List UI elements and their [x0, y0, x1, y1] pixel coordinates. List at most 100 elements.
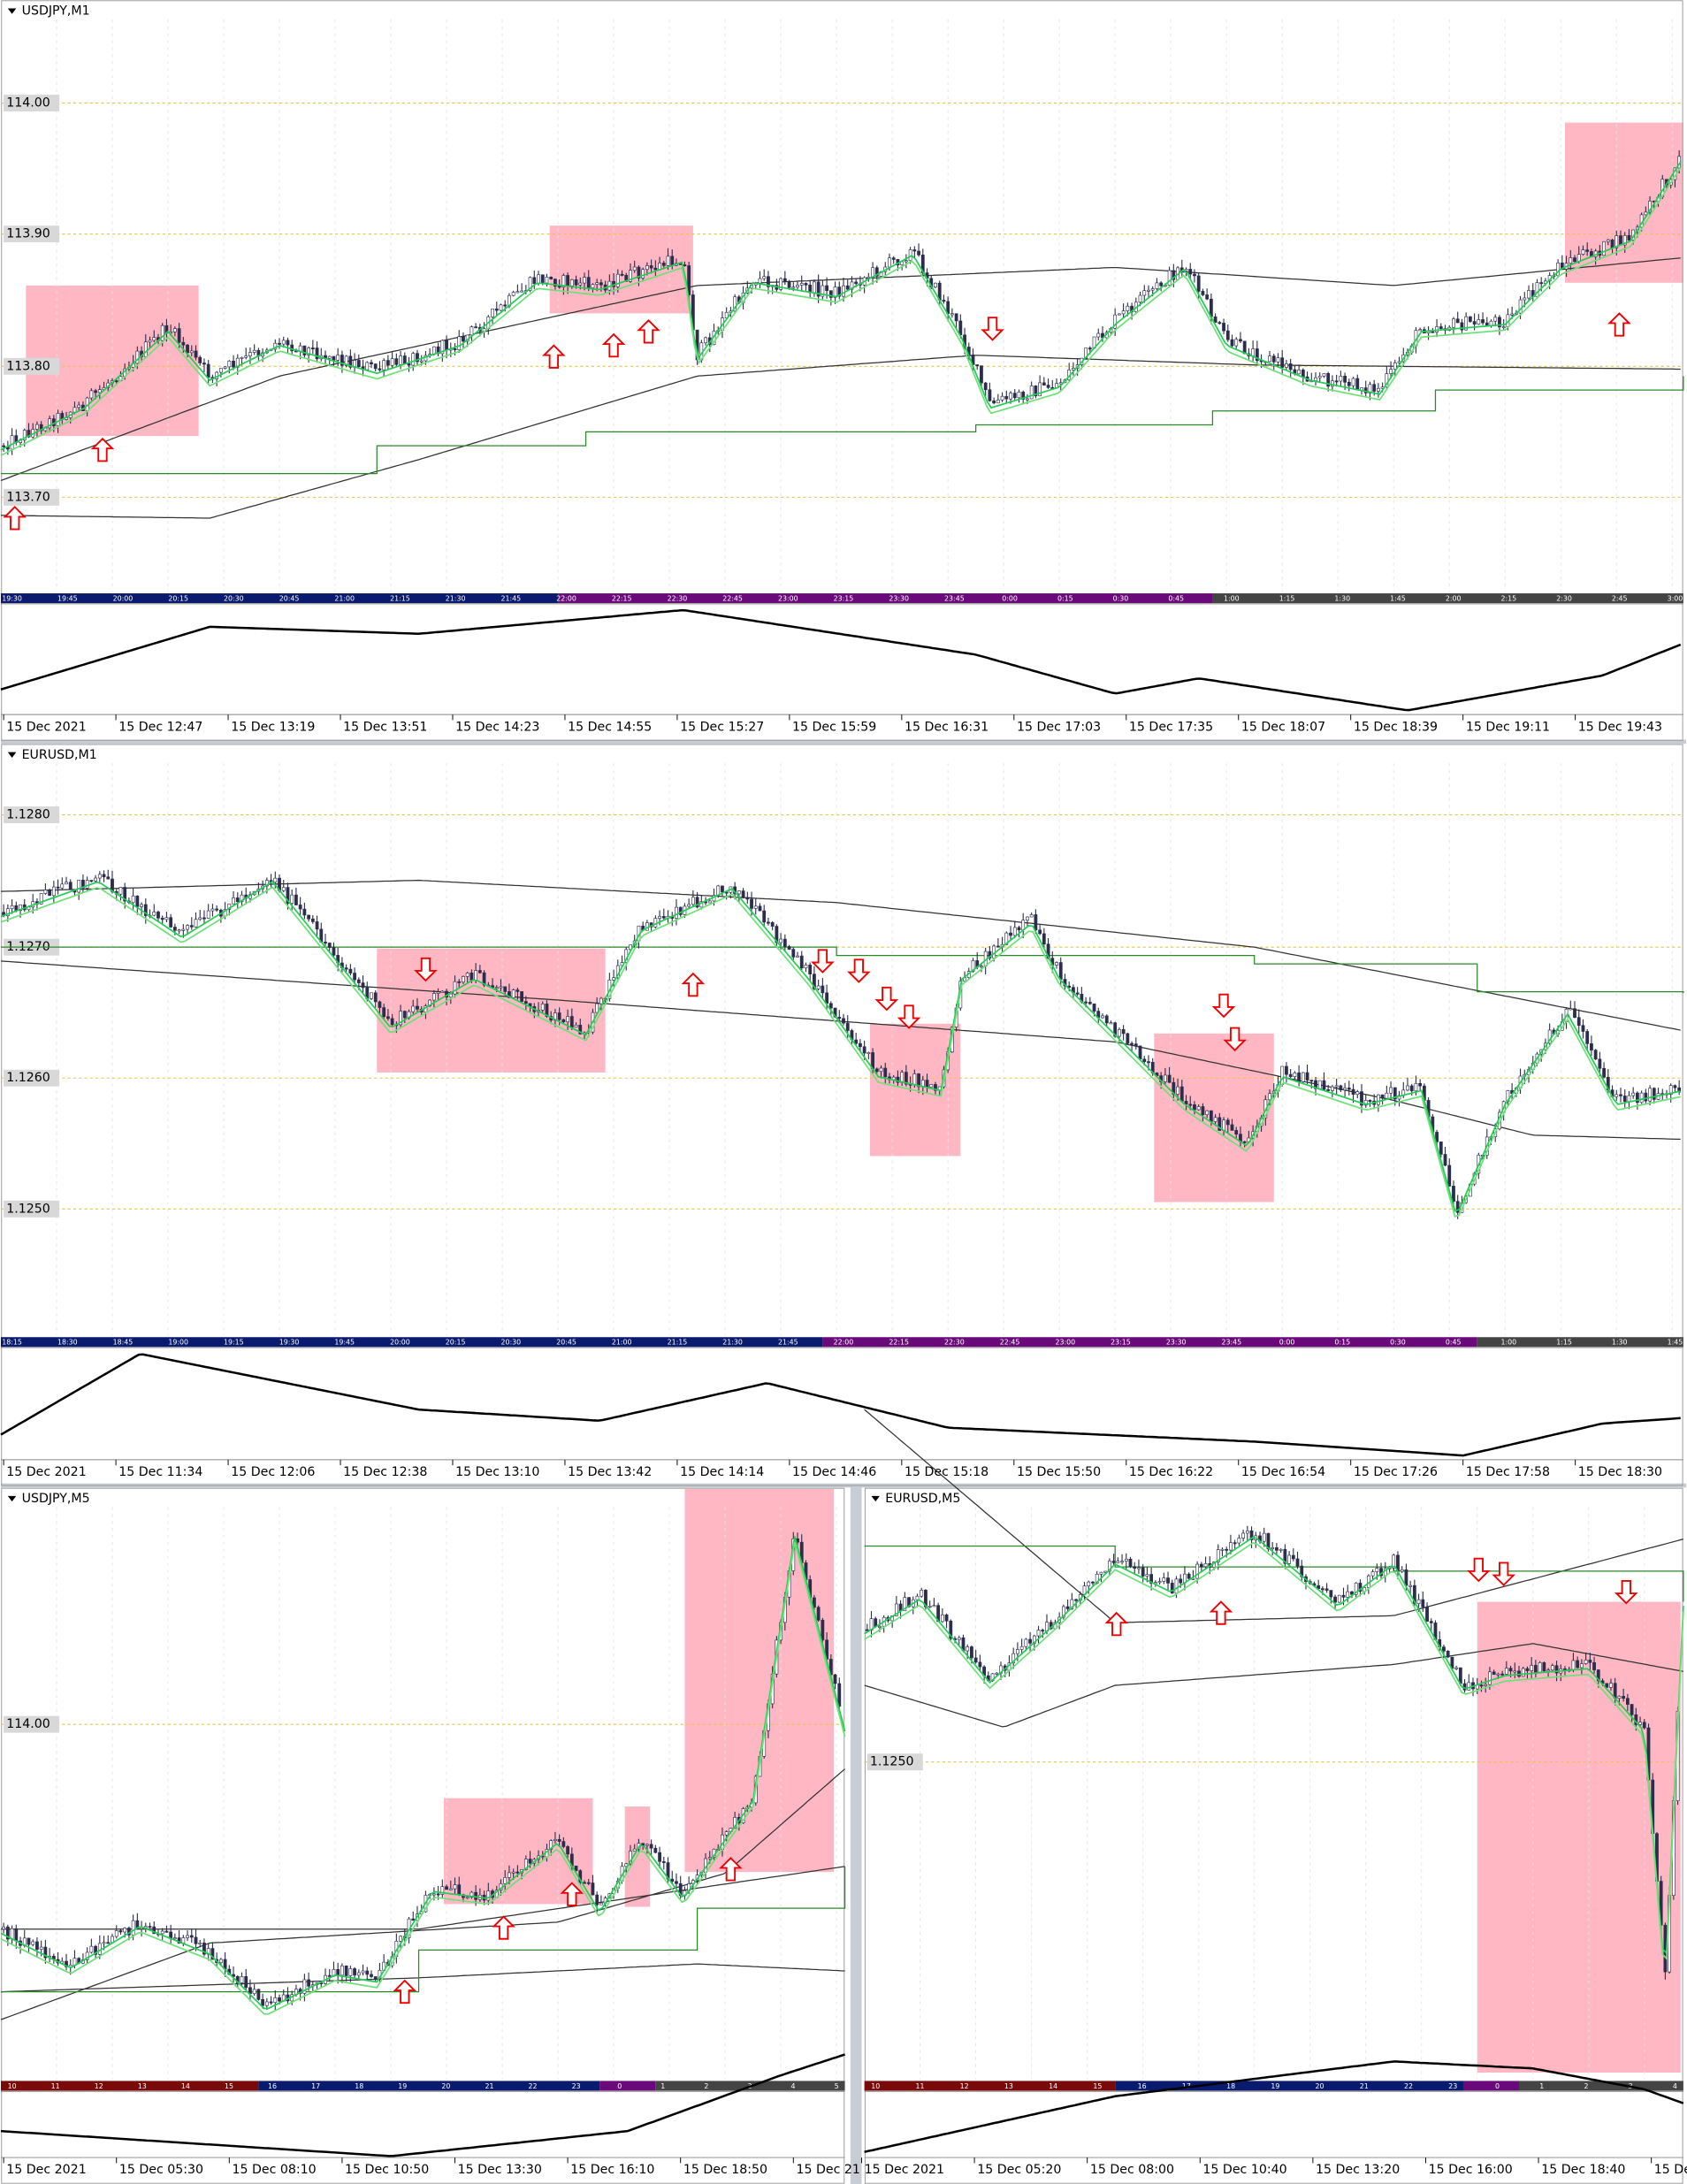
candle-body [332, 355, 336, 361]
candle-body [189, 925, 194, 928]
candle-body [670, 1878, 675, 1882]
candle-body [791, 286, 796, 289]
candle-body [378, 368, 382, 370]
candle-body [1630, 1704, 1634, 1715]
candle-body [557, 1012, 561, 1020]
candle-body [845, 285, 850, 290]
session-label: 1 [660, 2082, 665, 2090]
time-label: 15 Dec 17:03 [1017, 720, 1101, 734]
session-label: 22:15 [889, 1339, 909, 1347]
candle-body [123, 887, 127, 902]
candle-body [508, 1872, 511, 1878]
candle-body [767, 921, 770, 924]
up-arrow [1607, 312, 1631, 337]
price-label-box [4, 1715, 60, 1733]
candle-body [1317, 376, 1322, 378]
candle-body [1421, 1599, 1425, 1607]
candle-body [1322, 373, 1326, 377]
candle-body [591, 284, 595, 288]
candle-body [348, 355, 353, 368]
candle-body [586, 1882, 591, 1884]
time-label: 15 Dec 19:43 [1578, 720, 1662, 734]
down-arrow [811, 949, 835, 974]
candle-body [89, 1945, 94, 1953]
up-arrow [393, 1979, 417, 2005]
candle-body [1225, 330, 1230, 340]
session-label: 4 [791, 2082, 796, 2090]
candle-body [1137, 1567, 1141, 1569]
price-label-box [4, 357, 60, 375]
candle-body [1638, 1722, 1642, 1725]
candle-body [1029, 914, 1034, 918]
candle-body [1285, 1065, 1288, 1075]
candle-body [1000, 395, 1004, 401]
candle-body [949, 1620, 953, 1639]
candle-body [1484, 1684, 1488, 1686]
candle-body [1297, 370, 1301, 375]
candle-body [1518, 299, 1523, 314]
candle-body [1301, 370, 1305, 378]
session-segment [0, 1337, 823, 1348]
session-label: 3:00 [1668, 595, 1683, 603]
candle-body [1188, 1103, 1193, 1106]
candle-body [1065, 1606, 1070, 1609]
curve [0, 1541, 846, 2015]
candle-body [1130, 1042, 1134, 1045]
candle-body [1538, 1662, 1542, 1673]
candle-body [39, 424, 43, 431]
candle-body [1017, 927, 1021, 930]
candle-body [206, 910, 210, 919]
candle-body [302, 1979, 307, 1994]
session-label: 0:00 [1279, 1339, 1295, 1347]
candle-body [494, 987, 499, 989]
candle-body [1195, 1563, 1200, 1579]
candle-body [1606, 239, 1610, 242]
candle-body [1024, 1638, 1028, 1647]
candle-body [1305, 1072, 1309, 1081]
candle-body [896, 1076, 900, 1083]
candle-body [950, 313, 954, 316]
session-label: 19:00 [168, 1339, 188, 1347]
time-label: 15 Dec 18:07 [1241, 720, 1325, 734]
candle-body [1157, 1581, 1162, 1584]
candle-body [1222, 323, 1225, 332]
candle-body [1262, 1532, 1266, 1542]
candle-body [172, 1937, 177, 1940]
candle-body [1642, 1722, 1646, 1729]
candle-body [753, 905, 758, 909]
candle-body [440, 990, 445, 993]
candle-body [1062, 1606, 1065, 1618]
time-label: 15 Dec 16:54 [1241, 1465, 1325, 1479]
candle-body [1004, 395, 1009, 400]
candle-body [1104, 1015, 1109, 1024]
candle-body [537, 274, 540, 285]
candle-body [210, 908, 215, 912]
candle-body [1166, 1577, 1170, 1584]
candle-body [1113, 1022, 1118, 1037]
candle-body [1613, 1683, 1617, 1699]
session-label: 23:45 [944, 595, 965, 603]
candle-body [758, 905, 762, 912]
candle-body [370, 1974, 373, 1977]
candle-body [365, 362, 370, 370]
title-icon [7, 752, 17, 758]
candle-body [35, 424, 39, 430]
candle-body [1291, 1554, 1295, 1560]
candle-body [1271, 355, 1276, 363]
price-label-box [866, 1753, 923, 1771]
candle-body [1504, 1668, 1508, 1675]
candle-body [1107, 1561, 1111, 1572]
up-arrow [719, 1857, 743, 1882]
candle-body [1285, 363, 1288, 368]
session-label: 21:15 [390, 595, 410, 603]
candle-body [1101, 1015, 1104, 1019]
candle-body [244, 1976, 248, 1989]
curve [864, 2060, 1684, 2153]
candle-body [1091, 1581, 1095, 1584]
candle-body [1163, 1074, 1167, 1082]
time-label: 15 Dec 14:14 [680, 1465, 764, 1479]
candle-body [198, 917, 202, 920]
candle-body [177, 1937, 181, 1944]
candle-body [1225, 1119, 1230, 1126]
candle-body [1347, 381, 1351, 386]
